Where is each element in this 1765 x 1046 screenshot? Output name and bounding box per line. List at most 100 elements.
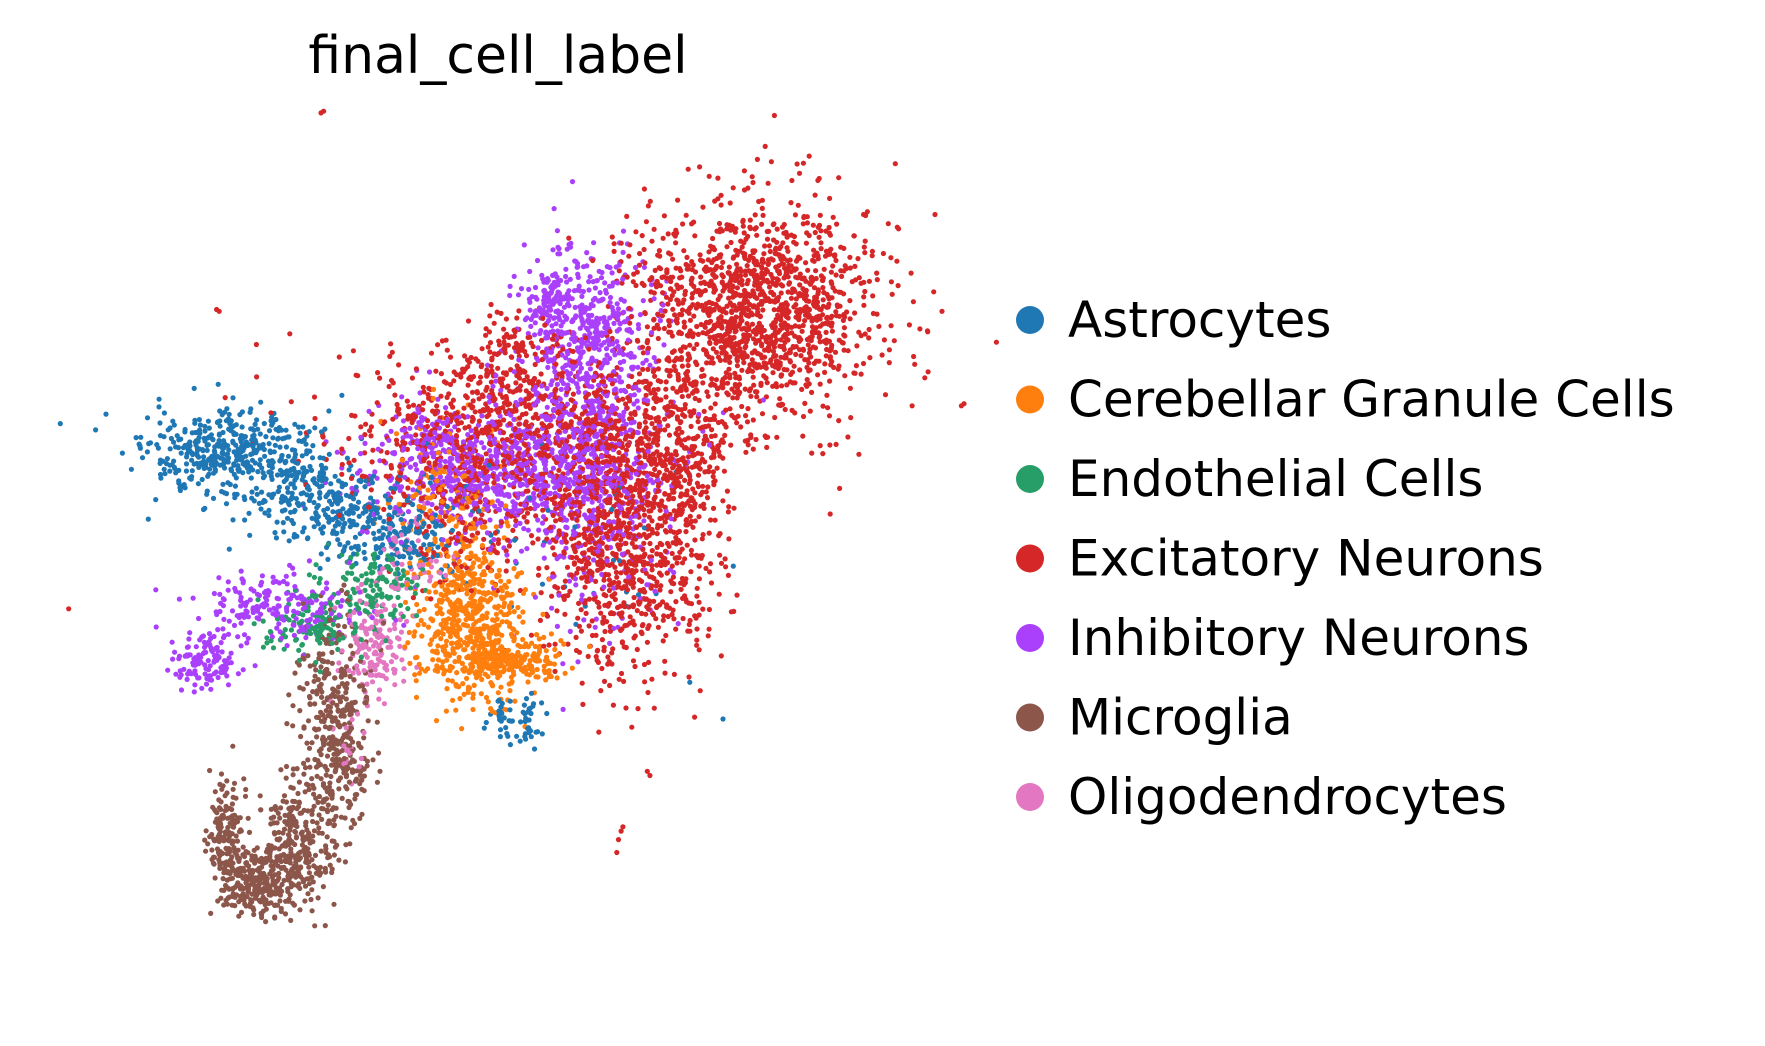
scatter-point-excitatory-neurons (817, 212, 823, 218)
scatter-point-astrocytes (183, 461, 190, 467)
scatter-point-excitatory-neurons (624, 213, 630, 219)
scatter-point-excitatory-neurons (749, 357, 755, 363)
scatter-point-astrocytes (161, 410, 167, 416)
scatter-point-excitatory-neurons (675, 298, 681, 304)
scatter-point-inhibitory-neurons (507, 283, 513, 289)
scatter-point-excitatory-neurons (722, 374, 728, 380)
scatter-point-excitatory-neurons (557, 516, 563, 523)
scatter-point-excitatory-neurons (742, 272, 749, 278)
scatter-point-excitatory-neurons (651, 705, 657, 711)
scatter-point-microglia (311, 828, 317, 834)
scatter-point-cerebellar-granule-cells (433, 589, 439, 595)
scatter-point-cerebellar-granule-cells (512, 698, 518, 704)
scatter-point-microglia (304, 740, 310, 746)
scatter-point-excitatory-neurons (410, 402, 417, 408)
scatter-point-excitatory-neurons (680, 221, 686, 227)
scatter-point-inhibitory-neurons (215, 627, 221, 633)
scatter-point-astrocytes (283, 458, 289, 464)
scatter-point-astrocytes (167, 425, 173, 431)
scatter-point-excitatory-neurons (312, 415, 318, 422)
scatter-point-excitatory-neurons (346, 435, 352, 442)
scatter-point-excitatory-neurons (455, 427, 461, 433)
scatter-point-inhibitory-neurons (559, 539, 565, 545)
scatter-point-excitatory-neurons (881, 337, 888, 343)
scatter-point-excitatory-neurons (669, 550, 675, 557)
scatter-point-astrocytes (133, 435, 139, 441)
scatter-point-astrocytes (215, 381, 221, 387)
scatter-point-excitatory-neurons (688, 547, 695, 554)
scatter-point-endothelial-cells (384, 579, 390, 585)
scatter-point-inhibitory-neurons (438, 442, 444, 448)
scatter-point-astrocytes (119, 450, 125, 456)
scatter-point-excitatory-neurons (668, 589, 674, 595)
scatter-point-excitatory-neurons (862, 288, 868, 295)
scatter-point-excitatory-neurons (623, 705, 629, 711)
scatter-point-microglia (329, 718, 335, 724)
scatter-point-excitatory-neurons (630, 554, 636, 561)
scatter-point-microglia (296, 662, 302, 668)
scatter-point-inhibitory-neurons (557, 396, 563, 402)
scatter-point-astrocytes (255, 426, 261, 432)
scatter-point-microglia (308, 896, 314, 903)
scatter-point-excitatory-neurons (478, 364, 484, 370)
scatter-point-excitatory-neurons (528, 632, 535, 638)
scatter-point-microglia (316, 812, 322, 818)
scatter-point-excitatory-neurons (717, 531, 723, 537)
scatter-point-astrocytes (352, 534, 358, 540)
scatter-point-microglia (304, 680, 310, 687)
scatter-point-excitatory-neurons (564, 454, 570, 460)
scatter-point-microglia (318, 848, 324, 854)
scatter-point-microglia (245, 850, 251, 856)
scatter-point-excitatory-neurons (475, 530, 481, 536)
scatter-point-excitatory-neurons (792, 212, 799, 218)
scatter-point-excitatory-neurons (734, 363, 741, 369)
scatter-point-inhibitory-neurons (415, 446, 421, 452)
scatter-point-inhibitory-neurons (241, 632, 248, 638)
scatter-point-excitatory-neurons (818, 273, 825, 279)
scatter-point-microglia (370, 757, 376, 763)
scatter-point-cerebellar-granule-cells (428, 616, 434, 622)
scatter-point-excitatory-neurons (499, 383, 505, 389)
scatter-point-microglia (277, 815, 283, 821)
scatter-point-cerebellar-granule-cells (427, 508, 433, 514)
scatter-point-astrocytes (539, 700, 545, 706)
scatter-point-excitatory-neurons (725, 380, 731, 386)
scatter-point-inhibitory-neurons (528, 323, 534, 329)
scatter-point-microglia (326, 818, 332, 824)
scatter-point-excitatory-neurons (479, 392, 485, 398)
scatter-point-inhibitory-neurons (540, 514, 547, 520)
scatter-point-microglia (283, 775, 289, 781)
scatter-point-excitatory-neurons (524, 510, 531, 516)
scatter-point-excitatory-neurons (866, 278, 873, 284)
scatter-point-inhibitory-neurons (217, 591, 223, 598)
scatter-point-microglia (231, 780, 238, 786)
scatter-point-excitatory-neurons (641, 512, 648, 518)
scatter-point-astrocytes (285, 489, 291, 495)
scatter-point-excitatory-neurons (734, 420, 740, 426)
scatter-point-astrocytes (376, 528, 382, 534)
scatter-point-excitatory-neurons (438, 393, 444, 399)
scatter-point-inhibitory-neurons (631, 401, 637, 407)
scatter-point-astrocytes (387, 497, 393, 503)
scatter-point-microglia (306, 745, 313, 751)
scatter-point-cerebellar-granule-cells (498, 585, 504, 591)
scatter-point-excitatory-neurons (539, 471, 545, 477)
scatter-point-astrocytes (197, 430, 203, 436)
scatter-point-excitatory-neurons (530, 540, 536, 546)
scatter-point-microglia (297, 907, 303, 913)
scatter-point-inhibitory-neurons (291, 632, 297, 639)
scatter-point-astrocytes (257, 431, 263, 437)
scatter-point-inhibitory-neurons (379, 441, 385, 447)
scatter-point-excitatory-neurons (694, 341, 700, 347)
scatter-point-excitatory-neurons (583, 610, 589, 617)
scatter-point-oligodendrocytes (415, 538, 421, 544)
scatter-point-cerebellar-granule-cells (515, 604, 521, 611)
scatter-point-cerebellar-granule-cells (471, 682, 477, 689)
scatter-point-excitatory-neurons (675, 197, 681, 203)
scatter-point-oligodendrocytes (388, 659, 395, 665)
scatter-point-excitatory-neurons (722, 432, 728, 438)
scatter-point-excitatory-neurons (743, 449, 749, 455)
scatter-point-oligodendrocytes (391, 603, 397, 609)
scatter-point-excitatory-neurons (679, 363, 686, 369)
